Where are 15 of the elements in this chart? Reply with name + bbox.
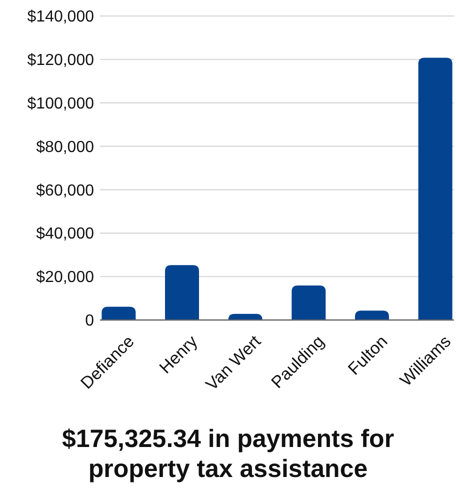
y-tick-label: $80,000 (36, 138, 94, 156)
y-tick-label: 0 (85, 312, 94, 330)
y-tick-label: $100,000 (27, 95, 94, 112)
y-tick-label: $20,000 (36, 269, 94, 286)
text: $175,325.34 in payments for property tax assistance (62, 425, 394, 483)
y-tick-label: $140,000 (27, 8, 94, 26)
bar (165, 265, 200, 320)
bar (102, 306, 136, 320)
y-tick-label: $120,000 (27, 52, 94, 70)
y-tick-label: $60,000 (36, 182, 94, 200)
bar (292, 285, 326, 320)
bar (418, 58, 452, 320)
bar (228, 314, 262, 320)
bar (354, 310, 389, 320)
y-tick-label: $40,000 (36, 226, 94, 243)
